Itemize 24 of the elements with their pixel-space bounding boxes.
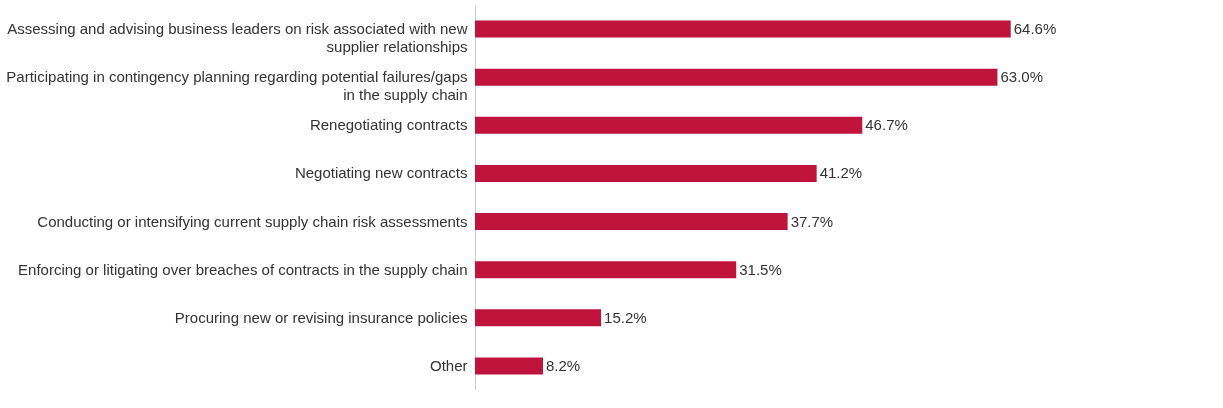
bar [475, 261, 737, 279]
data-label: 37.7% [790, 212, 834, 230]
data-label: 15.2% [604, 308, 647, 326]
data-label: 31.5% [739, 260, 782, 278]
bar [475, 116, 863, 134]
y-tick-label: Other [429, 356, 468, 374]
bar [475, 309, 602, 327]
y-tick-label: Conducting or intensifying current supply chain risk assessments [37, 212, 468, 230]
data-label: 46.7% [865, 116, 908, 134]
y-tick-label: Negotiating new contracts [294, 164, 468, 182]
bar [475, 68, 998, 86]
y-tick-label: Enforcing or litigating over breaches of contracts in the supply chain [18, 260, 468, 278]
bar [475, 20, 1011, 38]
bar [475, 164, 817, 182]
y-tick-label: Assessing and advising business leaders on risk associated with new supplier relationships [7, 20, 468, 56]
data-label: 41.2% [819, 164, 863, 182]
y-tick-label: Participating in contingency planning regarding potential failures/gaps in the supply chain [6, 68, 468, 104]
y-tick-label: Renegotiating contracts [309, 116, 468, 134]
y-tick-label: Procuring new or revising insurance policies [174, 308, 468, 326]
data-label: 63.0% [1000, 68, 1043, 86]
bar [475, 213, 788, 231]
data-label: 8.2% [546, 356, 581, 374]
data-label: 64.6% [1013, 20, 1057, 38]
bar [475, 357, 543, 375]
